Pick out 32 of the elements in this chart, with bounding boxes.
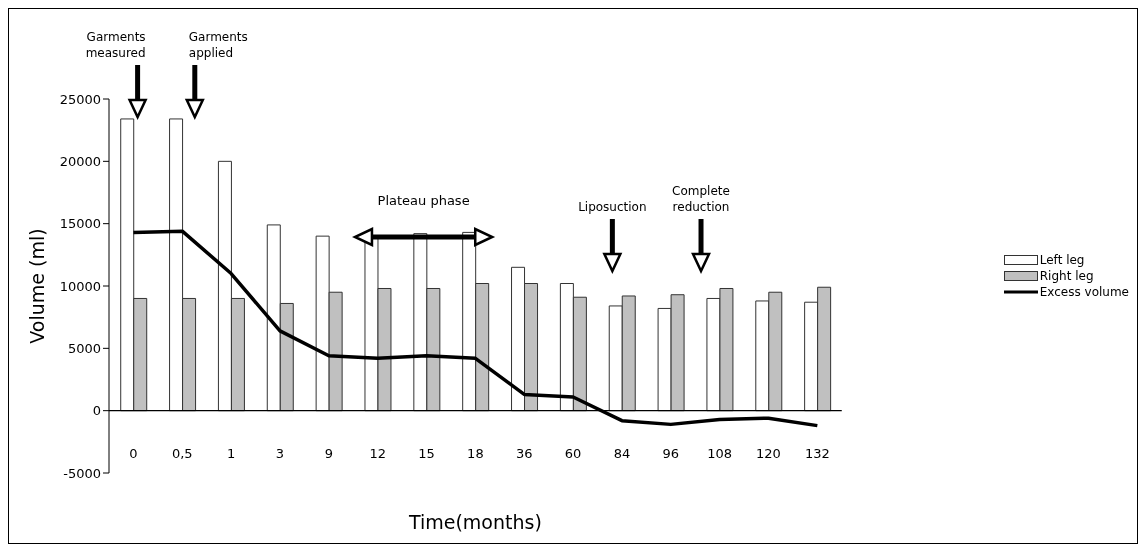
text: Garments measured — [85, 30, 146, 60]
annotation: Plateau phase — [377, 193, 470, 208]
x-tick-label: 60 — [564, 446, 582, 462]
x-tick-label: 15 — [418, 446, 435, 462]
x-tick-label: 84 — [613, 446, 631, 462]
x-tick-label: 12 — [369, 446, 386, 462]
x-tick-label: 0 — [129, 446, 138, 462]
legend-label: Right leg — [1039, 269, 1094, 283]
legend-label: Left leg — [1039, 253, 1085, 267]
y-tick-label: 15000 — [59, 216, 101, 232]
x-tick-label: 18 — [467, 446, 484, 462]
x-axis-title: Time(months) — [407, 511, 542, 533]
x-tick-label: 1 — [226, 446, 236, 462]
annotation: Complete reduction — [672, 184, 730, 214]
text: Garments applied — [188, 30, 248, 60]
y-tick-label: 10000 — [59, 278, 101, 294]
legend-label: Excess volume — [1039, 285, 1129, 299]
x-tick-label: 0,5 — [171, 446, 193, 462]
y-tick-label: 20000 — [59, 153, 101, 169]
x-tick-label: 96 — [662, 446, 680, 462]
y-axis-title: Volume (ml) — [25, 228, 48, 344]
y-tick-label: 25000 — [59, 91, 101, 107]
x-tick-label: 9 — [324, 446, 333, 462]
x-tick-label: 108 — [707, 446, 733, 462]
annotation: Liposuction — [578, 200, 647, 214]
y-tick-label: 5000 — [67, 340, 101, 356]
y-tick-label: 0 — [92, 403, 101, 419]
x-tick-label: 36 — [515, 446, 533, 462]
x-tick-label: 3 — [275, 446, 285, 462]
x-tick-label: 132 — [804, 446, 830, 462]
y-tick-label: -5000 — [63, 465, 101, 481]
x-tick-label: 120 — [756, 446, 781, 462]
